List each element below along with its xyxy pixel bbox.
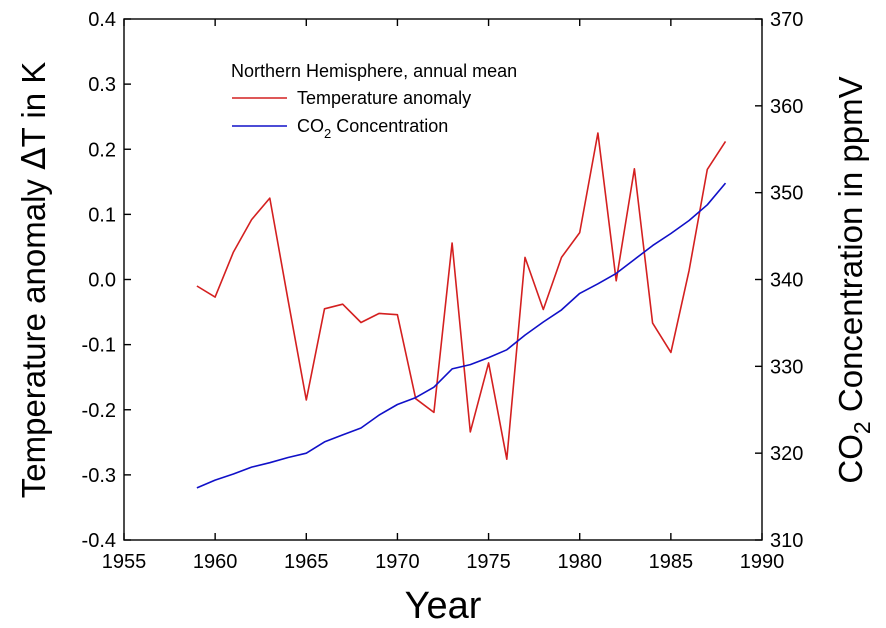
x-tick-label: 1975: [466, 551, 511, 573]
x-tick-label: 1990: [740, 551, 785, 573]
temperature-anomaly-line: [196, 132, 727, 461]
x-tick-label: 1970: [375, 551, 420, 573]
right-y-tick-labels: 310 320 330 340 350 360 370: [770, 9, 803, 552]
x-tick-label: 1985: [649, 551, 694, 573]
co2-concentration-line: [196, 182, 727, 489]
series-layer: [196, 132, 727, 489]
right-y-tick-label: 340: [770, 270, 803, 292]
right-y-tick-label: 330: [770, 356, 803, 378]
legend-title: Northern Hemisphere, annual mean: [231, 61, 517, 81]
right-y-tick-label: 310: [770, 530, 803, 552]
left-y-tick-label: 0.1: [88, 204, 116, 226]
left-y-tick-label: 0.4: [88, 9, 116, 31]
left-y-tick-label: -0.3: [82, 465, 116, 487]
x-tick-labels: 1955 1960 1965 1970 1975 1980 1985 1990: [102, 551, 785, 573]
left-y-tick-label: 0.0: [88, 270, 116, 292]
axis-ticks: [123, 18, 763, 541]
x-axis-title: Year: [405, 585, 482, 627]
left-y-tick-label: 0.3: [88, 74, 116, 96]
left-y-tick-label: -0.4: [82, 530, 116, 552]
x-tick-label: 1960: [193, 551, 238, 573]
right-y-tick-label: 320: [770, 443, 803, 465]
legend-label-co2: CO2 Concentration: [297, 116, 448, 141]
x-tick-label: 1965: [284, 551, 329, 573]
left-y-tick-label: -0.1: [82, 335, 116, 357]
x-tick-label: 1955: [102, 551, 147, 573]
left-y-axis-title: Temperature anomaly ΔT in K: [14, 62, 53, 499]
right-y-tick-label: 350: [770, 183, 803, 205]
left-y-tick-label: -0.2: [82, 400, 116, 422]
left-y-tick-label: 0.2: [88, 139, 116, 161]
right-y-axis-title: CO2 Concentration in ppmV: [832, 76, 875, 483]
right-y-tick-label: 370: [770, 9, 803, 31]
plot-area: [123, 18, 763, 541]
x-tick-label: 1980: [557, 551, 602, 573]
legend-label-temperature: Temperature anomaly: [297, 88, 471, 108]
right-y-tick-label: 360: [770, 96, 803, 118]
left-y-tick-labels: -0.4 -0.3 -0.2 -0.1 0.0 0.1 0.2 0.3 0.4: [82, 9, 116, 552]
